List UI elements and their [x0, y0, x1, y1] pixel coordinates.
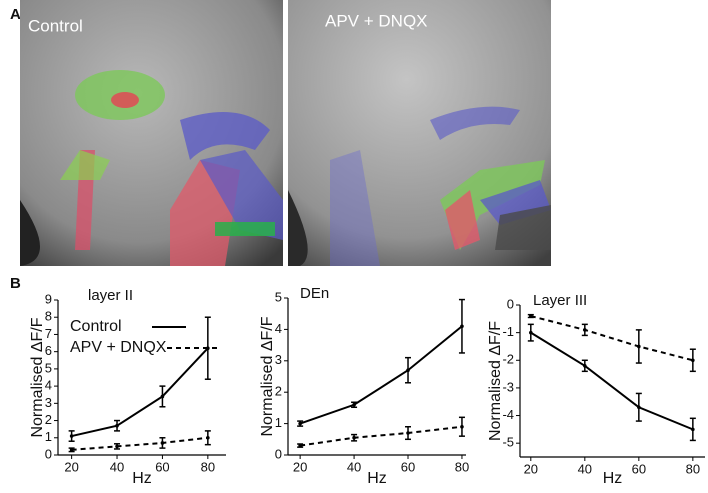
y-tick-label: 6	[45, 343, 52, 358]
image-control	[20, 0, 283, 266]
point	[298, 421, 302, 426]
point	[460, 324, 464, 329]
point	[637, 344, 641, 349]
x-tick-label: 80	[686, 461, 700, 476]
point	[691, 427, 695, 432]
point	[637, 405, 641, 410]
point	[583, 364, 587, 368]
point	[115, 444, 119, 449]
point	[352, 435, 356, 440]
y-tick-label: 1	[45, 429, 52, 444]
image-label: Control	[28, 16, 83, 35]
x-axis-label: Hz	[367, 470, 387, 487]
y-tick-label: 5	[45, 360, 52, 375]
x-tick-label: 20	[293, 459, 307, 474]
y-tick-label: -4	[502, 407, 514, 422]
point	[69, 448, 74, 452]
y-tick-label: 8	[45, 309, 52, 324]
y-tick-label: 9	[45, 291, 52, 306]
series-line	[299, 325, 463, 425]
x-axis-label: Hz	[603, 470, 623, 487]
legend-label: APV + DNQX	[70, 339, 167, 356]
x-tick-label: 60	[401, 459, 415, 474]
y-tick-label: -5	[502, 435, 514, 450]
y-tick-label: 2	[275, 384, 282, 399]
series-line	[71, 347, 209, 438]
chart-title: DEn	[300, 285, 329, 302]
point	[206, 435, 210, 440]
y-tick-label: -2	[502, 352, 514, 367]
point	[691, 358, 695, 363]
chart-title: Layer III	[533, 292, 587, 309]
point	[529, 314, 533, 318]
x-axis-label: Hz	[132, 470, 152, 487]
y-tick-label: 5	[275, 289, 282, 304]
y-tick-label: 0	[275, 446, 282, 461]
y-tick-label: 0	[45, 446, 52, 461]
y-tick-label: 3	[45, 395, 52, 410]
x-tick-label: 20	[524, 461, 538, 476]
y-tick-label: 4	[275, 321, 282, 336]
point	[583, 328, 587, 332]
x-tick-label: 20	[64, 459, 78, 474]
series-line	[530, 331, 694, 431]
point	[406, 368, 410, 373]
y-axis-label: Normalised ΔF/F	[487, 321, 504, 441]
x-tick-label: 40	[110, 459, 124, 474]
series-line	[530, 315, 694, 362]
y-tick-label: 7	[45, 326, 52, 341]
x-tick-label: 80	[455, 459, 469, 474]
point	[406, 431, 410, 435]
y-tick-label: -3	[502, 379, 514, 394]
y-tick-label: 2	[45, 412, 52, 427]
legend-label: Control	[70, 318, 122, 335]
x-tick-label: 40	[578, 461, 592, 476]
chart-title: layer II	[88, 287, 133, 304]
point	[160, 441, 165, 445]
point	[298, 443, 302, 448]
series-line	[299, 425, 463, 447]
panel-label: B	[10, 275, 21, 292]
y-tick-label: 1	[275, 415, 282, 430]
y-axis-label: Normalised ΔF/F	[259, 316, 276, 436]
point	[460, 424, 464, 429]
point	[69, 434, 74, 438]
point	[115, 423, 119, 428]
image-apv-dnqx	[288, 0, 551, 266]
panel-label: A	[10, 6, 21, 23]
x-tick-label: 60	[632, 461, 646, 476]
series-line	[71, 436, 208, 451]
y-tick-label: -1	[502, 324, 514, 339]
x-tick-label: 80	[201, 459, 215, 474]
point	[160, 394, 165, 399]
y-axis-label: Normalised ΔF/F	[29, 317, 46, 437]
y-tick-label: 0	[507, 296, 514, 311]
x-tick-label: 60	[155, 459, 169, 474]
x-tick-label: 40	[347, 459, 361, 474]
y-tick-label: 3	[275, 352, 282, 367]
image-label: APV + DNQX	[325, 11, 428, 30]
point	[529, 330, 533, 335]
point	[352, 402, 356, 407]
y-tick-label: 4	[45, 378, 52, 393]
